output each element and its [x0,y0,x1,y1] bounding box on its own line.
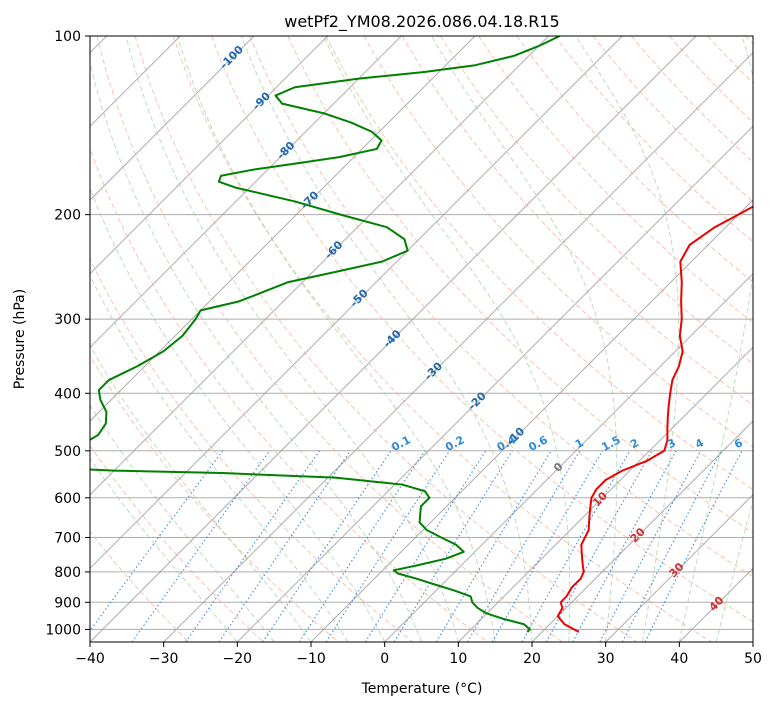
dry-adiabat-line [440,36,753,365]
moist-adiabat-line [90,457,238,642]
moist-adiabat-line [90,404,275,642]
y-tick-label: 100 [54,29,81,45]
isotherm-line [531,420,753,642]
moist-adiabat-line [678,36,753,642]
dry-adiabat-line [554,36,753,243]
isotherm-line [90,36,402,349]
mixing-ratio-line [131,450,271,642]
sounding-traces [90,36,753,633]
moist-adiabat-line [431,36,618,642]
mixing-ratio-line [218,450,351,642]
isotherm-line [457,346,753,642]
y-axis-label: Pressure (hPa) [12,289,28,389]
mixing-ratio-line [545,450,653,642]
mixing-ratio-line [364,450,487,642]
mixing-ratio-line [521,450,631,642]
isotherm-line [605,493,753,642]
isotherm-line [90,36,550,496]
mixing-ratio-line [599,450,702,642]
x-tick-label: 20 [523,651,541,667]
plot-frame [89,35,754,643]
isotherm-line [90,36,255,201]
mixing-ratio-line [262,450,392,642]
moist-adiabat-line [715,498,753,642]
x-tick-label: 10 [449,651,467,667]
dry-adiabat-line [96,36,563,642]
isotherm-line [236,125,753,642]
temperature-line [556,205,753,633]
isotherm-line [163,51,753,642]
dry-adiabat-line [211,36,753,623]
moist-adiabat-line [90,274,349,642]
y-tick-label: 600 [54,491,81,507]
x-tick-label: −10 [296,651,326,667]
y-tick-label: 900 [54,595,81,611]
dry-adiabat-line [172,36,712,642]
dry-adiabat-line [630,36,753,163]
mixing-ratio-line [90,450,224,632]
dry-adiabat-line [516,36,753,283]
dewpoint-line [90,36,561,633]
dry-adiabat-line [401,36,753,406]
mixing-ratio-line [572,450,677,642]
chart-title: wetPf2_YM08.2026.086.04.18.R15 [284,12,559,32]
moist-adiabat-line [323,36,571,642]
dry-adiabat-line [325,36,753,491]
moist-adiabat-line [125,36,459,642]
y-axis: 100 200 300 400 500 600 700 800 900 1000 [45,29,90,638]
moist-adiabat-line [240,36,533,642]
y-tick-label: 700 [54,531,81,547]
background-lines [90,36,753,642]
mixing-ratio-line [325,450,451,642]
dry-adiabat-line [90,257,414,642]
dry-adiabat-line [363,36,753,448]
x-axis-label: Temperature (°C) [361,681,483,697]
moist-adiabat-line [90,61,422,642]
isotherm-line [384,272,753,642]
dry-adiabat-line [90,444,264,642]
mixing-ratio-line [644,450,743,642]
moist-adiabat-line [90,187,386,642]
x-tick-label: 40 [670,651,688,667]
y-tick-label: 300 [54,312,81,328]
x-tick-label: 30 [597,651,615,667]
isotherm-line [90,36,476,422]
y-tick-label: 400 [54,386,81,402]
mixing-ratio-line [298,450,426,642]
x-tick-label: −30 [149,651,179,667]
x-tick-label: −40 [75,651,105,667]
y-tick-label: 800 [54,565,81,581]
mixing-ratio-line [185,450,321,642]
dry-adiabat-line [134,36,638,642]
x-tick-label: −20 [223,651,253,667]
moist-adiabat-line [90,344,312,642]
x-axis: −40 −30 −20 −10 0 10 20 30 40 50 [75,642,762,667]
x-tick-label: 50 [744,651,762,667]
dry-adiabat-line [287,36,753,534]
x-tick-label: 0 [380,651,389,667]
isotherm-line [90,36,623,570]
moist-adiabat-line [575,36,680,642]
mixing-ratio-line [435,450,552,642]
y-tick-label: 1000 [45,622,81,638]
dry-adiabat-line [249,36,753,578]
y-tick-label: 200 [54,208,81,224]
isotherm-line [90,36,329,275]
y-tick-label: 500 [54,444,81,460]
